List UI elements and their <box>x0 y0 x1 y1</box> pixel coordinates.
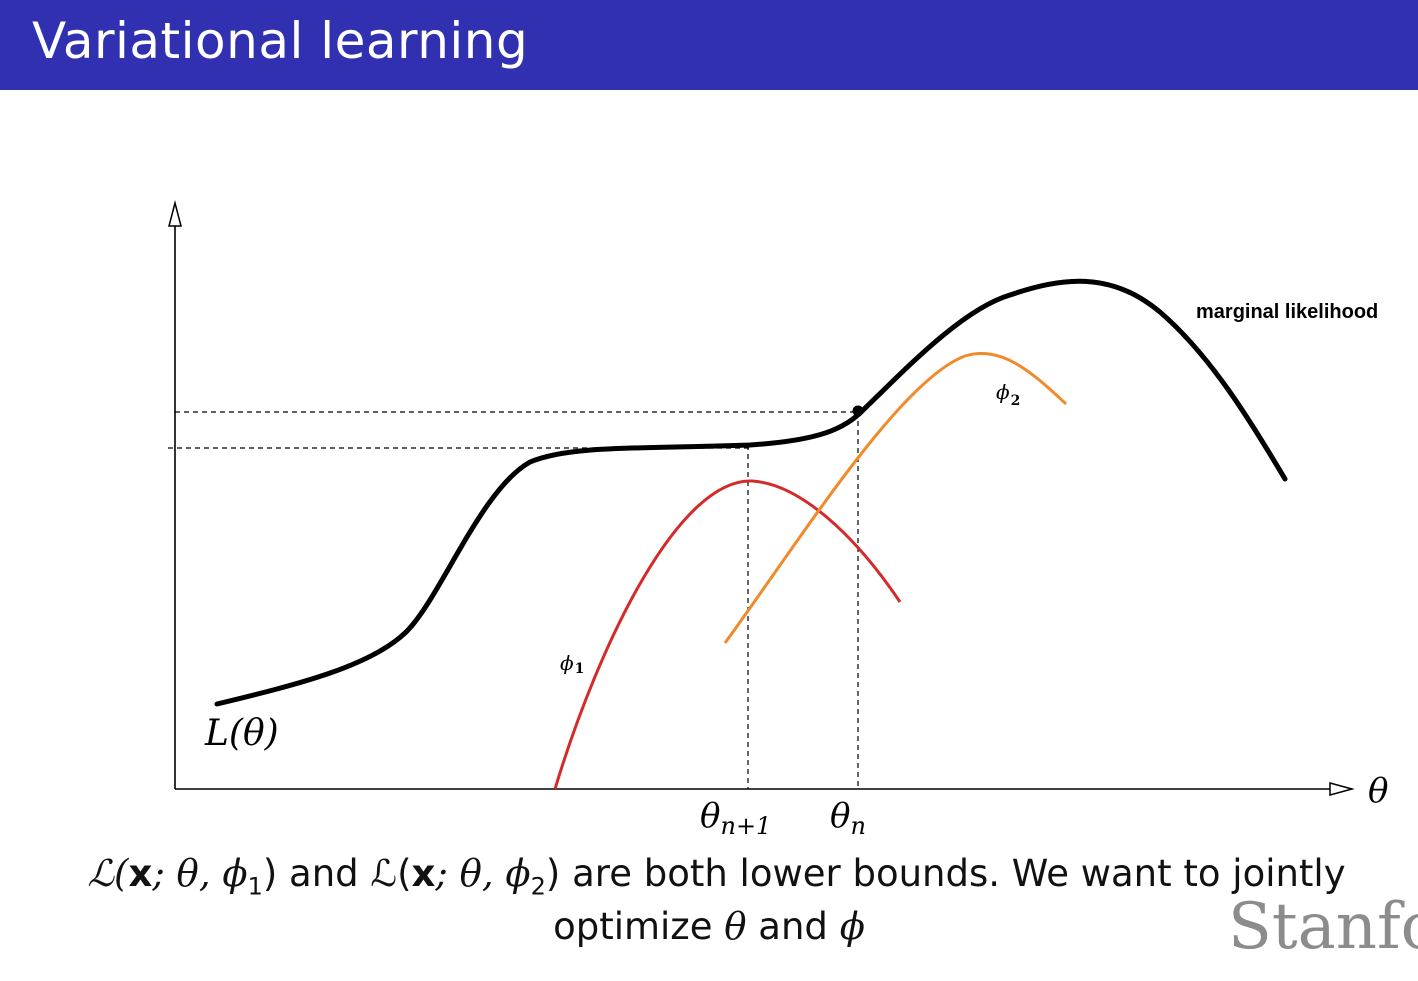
phi2-curve <box>723 351 1068 644</box>
caption-line-2: optimize θ and ϕ <box>553 905 865 948</box>
marginal-likelihood-curve <box>214 278 1288 707</box>
theta-n-label: θn <box>830 796 866 840</box>
phi1-curve <box>553 479 902 790</box>
theta-n-plus-1-label: θn+1 <box>700 796 771 840</box>
caption-line-1: ℒ(x; θ, ϕ1) and ℒ(x; θ, ϕ2) are both low… <box>87 852 1346 901</box>
x-axis-theta-label: θ <box>1368 771 1388 811</box>
phi1-label: ϕ1 <box>560 651 584 677</box>
x-axis-arrowhead <box>1329 782 1355 796</box>
phi2-label: ϕ2 <box>996 380 1020 409</box>
y-axis-arrowhead <box>168 200 182 227</box>
slide-title: Variational learning <box>32 12 529 70</box>
current-point-marker <box>852 405 864 417</box>
stanford-watermark: Stanfo <box>1228 890 1418 964</box>
title-bar: Variational learning <box>0 0 1418 90</box>
y-label-L-theta: L(θ) <box>204 713 279 754</box>
marginal-likelihood-label: marginal likelihood <box>1196 301 1378 323</box>
